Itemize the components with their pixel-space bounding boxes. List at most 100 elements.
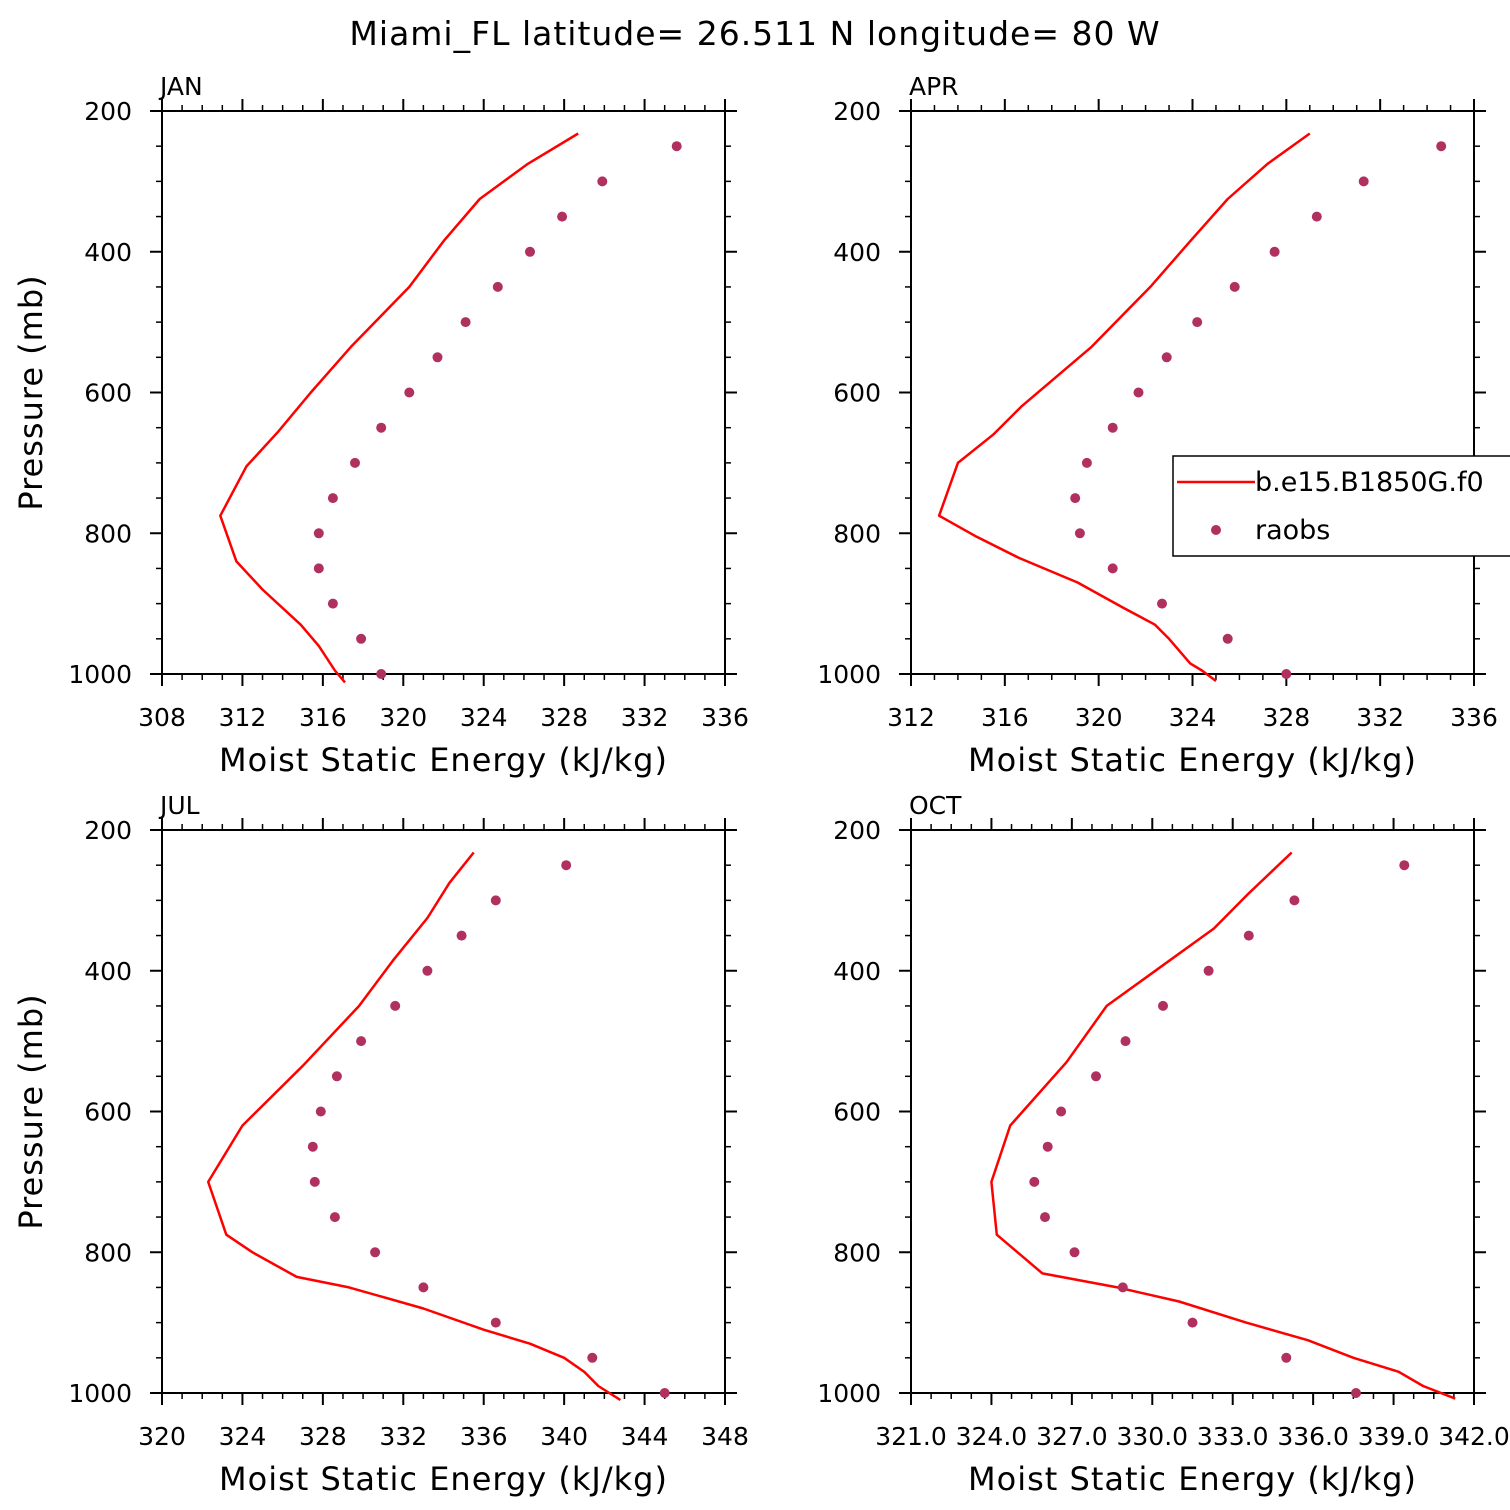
y-tick-label: 800: [833, 519, 881, 548]
plot-frame: [161, 110, 726, 675]
y-axis-label: Pressure (mb): [12, 993, 50, 1229]
model-profile-line: [990, 851, 1456, 1400]
x-tick-label: 316: [299, 703, 347, 732]
raobs-point: [370, 1247, 381, 1258]
x-tick-label: 308: [138, 703, 186, 732]
y-tick-label: 400: [84, 238, 132, 267]
x-tick-label: 332: [379, 1422, 427, 1451]
raobs-point: [1269, 246, 1280, 257]
raobs-point: [525, 246, 535, 257]
x-tick-label: 328: [540, 703, 588, 732]
raobs-point: [1042, 1141, 1053, 1152]
x-tick-label: 320: [138, 1422, 186, 1451]
raobs-point: [1120, 1036, 1131, 1047]
model-profile-line: [206, 851, 622, 1402]
series-group: [937, 132, 1447, 683]
raobs-point: [456, 930, 467, 941]
raobs-point: [404, 387, 415, 398]
x-tick-label: 324.0: [956, 1422, 1028, 1451]
y-tick-label: 800: [84, 519, 132, 548]
raobs-point: [1243, 930, 1254, 941]
raobs-point: [1222, 633, 1233, 644]
model-profile-line: [219, 132, 579, 684]
raobs-point: [376, 422, 387, 433]
y-tick-label: 400: [833, 238, 881, 267]
raobs-point: [313, 563, 324, 574]
y-axis-label: Pressure (mb): [12, 274, 50, 510]
x-tick-label: 336: [701, 703, 749, 732]
legend-obs-marker: [1211, 525, 1221, 535]
panels: 308 312 316 320 324 328 332 336 200 400 600 800 1000…: [12, 72, 1510, 1498]
y-tick-label: 200: [833, 816, 881, 845]
x-tick-label: 336.0: [1277, 1422, 1349, 1451]
x-axis-label: Moist Static Energy (kJ/kg): [968, 1460, 1417, 1498]
raobs-point: [460, 317, 471, 328]
raobs-point: [1436, 141, 1447, 152]
x-tick-label: 333.0: [1197, 1422, 1269, 1451]
x-tick-label: 328: [1262, 703, 1310, 732]
x-tick-label: 312: [219, 703, 267, 732]
raobs-point: [1107, 563, 1118, 574]
raobs-point: [1229, 281, 1240, 292]
raobs-point: [557, 211, 568, 222]
panel-oct: 321.0 324.0 327.0 330.0 333.0 336.0 339.0 342.0…: [817, 791, 1509, 1498]
raobs-point: [1289, 895, 1300, 906]
raobs-point: [1157, 598, 1167, 609]
x-tick-label: 344: [621, 1422, 669, 1451]
raobs-point: [1192, 317, 1203, 328]
x-tick-label: 340: [540, 1422, 588, 1451]
raobs-point: [1070, 493, 1081, 504]
x-tick-label: 324: [460, 703, 508, 732]
raobs-point: [1187, 1317, 1198, 1328]
raobs-point: [1399, 860, 1410, 871]
raobs-point: [331, 1071, 342, 1082]
y-tick-label: 600: [84, 1098, 132, 1127]
y-tick-label: 400: [84, 957, 132, 986]
x-axis-label: Moist Static Energy (kJ/kg): [968, 741, 1417, 779]
raobs-point: [587, 1352, 598, 1363]
raobs-point: [659, 1388, 670, 1398]
x-tick-label: 320: [1075, 703, 1123, 732]
raobs-point: [418, 1282, 429, 1293]
x-tick-label: 324: [219, 1422, 267, 1451]
legend-box: [1172, 455, 1510, 557]
y-tick-label: 800: [833, 1238, 881, 1267]
raobs-point: [1133, 387, 1144, 398]
x-tick-label: 332: [621, 703, 669, 732]
x-tick-label: 312: [887, 703, 935, 732]
raobs-point: [1074, 528, 1085, 539]
raobs-point: [329, 1212, 340, 1223]
panel-title: OCT: [909, 791, 962, 820]
raobs-point: [490, 895, 501, 906]
x-tick-label: 332: [1356, 703, 1404, 732]
raobs-point: [356, 633, 367, 644]
x-tick-label: 348: [701, 1422, 749, 1451]
raobs-point: [1281, 669, 1292, 679]
panel-title: JUL: [158, 791, 200, 820]
raobs-point: [561, 860, 572, 871]
raobs-point: [315, 1106, 326, 1117]
plot-frame: [910, 110, 1475, 675]
raobs-point: [1311, 211, 1322, 222]
y-tick-label: 1000: [817, 660, 881, 689]
y-tick-label: 600: [84, 379, 132, 408]
raobs-point: [1107, 422, 1118, 433]
raobs-point: [1158, 1000, 1168, 1011]
y-tick-label: 200: [84, 816, 132, 845]
legend-obs-label: raobs: [1255, 515, 1330, 546]
panel-title: APR: [909, 72, 959, 101]
raobs-point: [1056, 1106, 1067, 1117]
legend: b.e15.B1850G.f0 raobs: [1172, 455, 1510, 557]
x-tick-label: 321.0: [875, 1422, 947, 1451]
x-tick-label: 342.0: [1438, 1422, 1510, 1451]
raobs-point: [1029, 1176, 1040, 1187]
y-tick-label: 400: [833, 957, 881, 986]
raobs-point: [313, 528, 324, 539]
x-tick-label: 339.0: [1358, 1422, 1430, 1451]
y-tick-label: 1000: [817, 1379, 881, 1408]
y-tick-label: 600: [833, 379, 881, 408]
x-tick-label: 316: [981, 703, 1029, 732]
raobs-point: [327, 493, 338, 504]
raobs-point: [671, 141, 682, 152]
raobs-point: [1091, 1071, 1101, 1082]
